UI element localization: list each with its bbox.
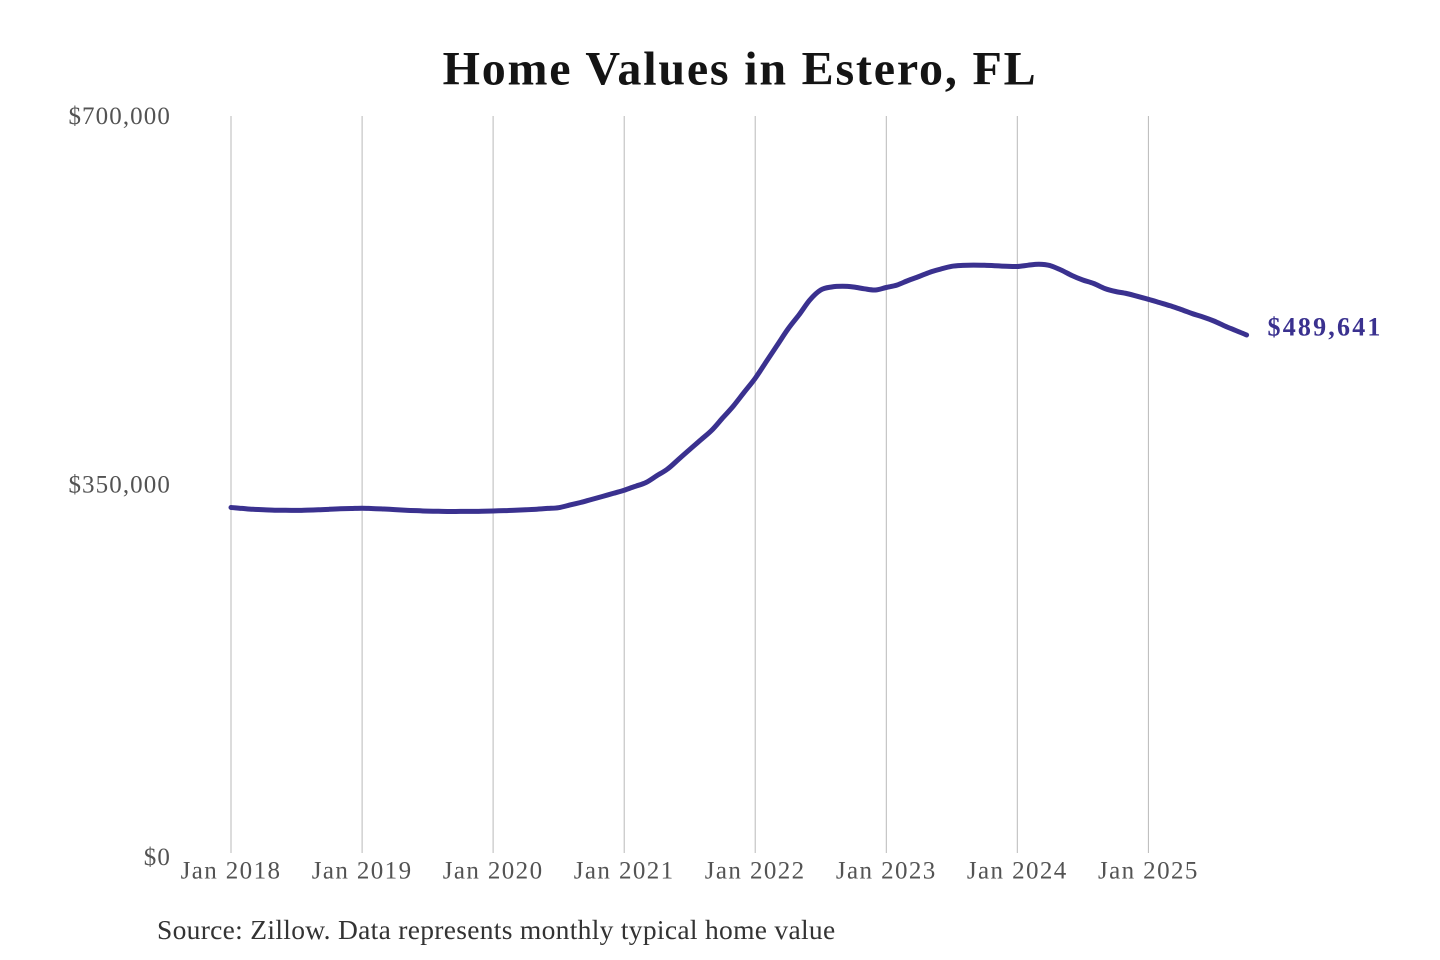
svg-text:Jan 2021: Jan 2021 <box>574 857 675 884</box>
svg-text:Jan 2020: Jan 2020 <box>443 857 544 884</box>
svg-text:$700,000: $700,000 <box>68 103 171 130</box>
svg-text:$0: $0 <box>144 844 171 871</box>
svg-text:Jan 2023: Jan 2023 <box>836 857 937 884</box>
svg-text:$350,000: $350,000 <box>68 471 171 498</box>
svg-text:Jan 2018: Jan 2018 <box>181 857 282 884</box>
svg-text:Source: Zillow. Data represent: Source: Zillow. Data represents monthly … <box>157 914 836 945</box>
svg-text:Jan 2022: Jan 2022 <box>705 857 806 884</box>
svg-text:Home Values in Estero, FL: Home Values in Estero, FL <box>443 43 1038 96</box>
svg-text:Jan 2024: Jan 2024 <box>967 857 1068 884</box>
svg-text:$489,641: $489,641 <box>1268 313 1383 342</box>
svg-text:Jan 2019: Jan 2019 <box>312 857 413 884</box>
svg-text:Jan 2025: Jan 2025 <box>1098 857 1199 884</box>
